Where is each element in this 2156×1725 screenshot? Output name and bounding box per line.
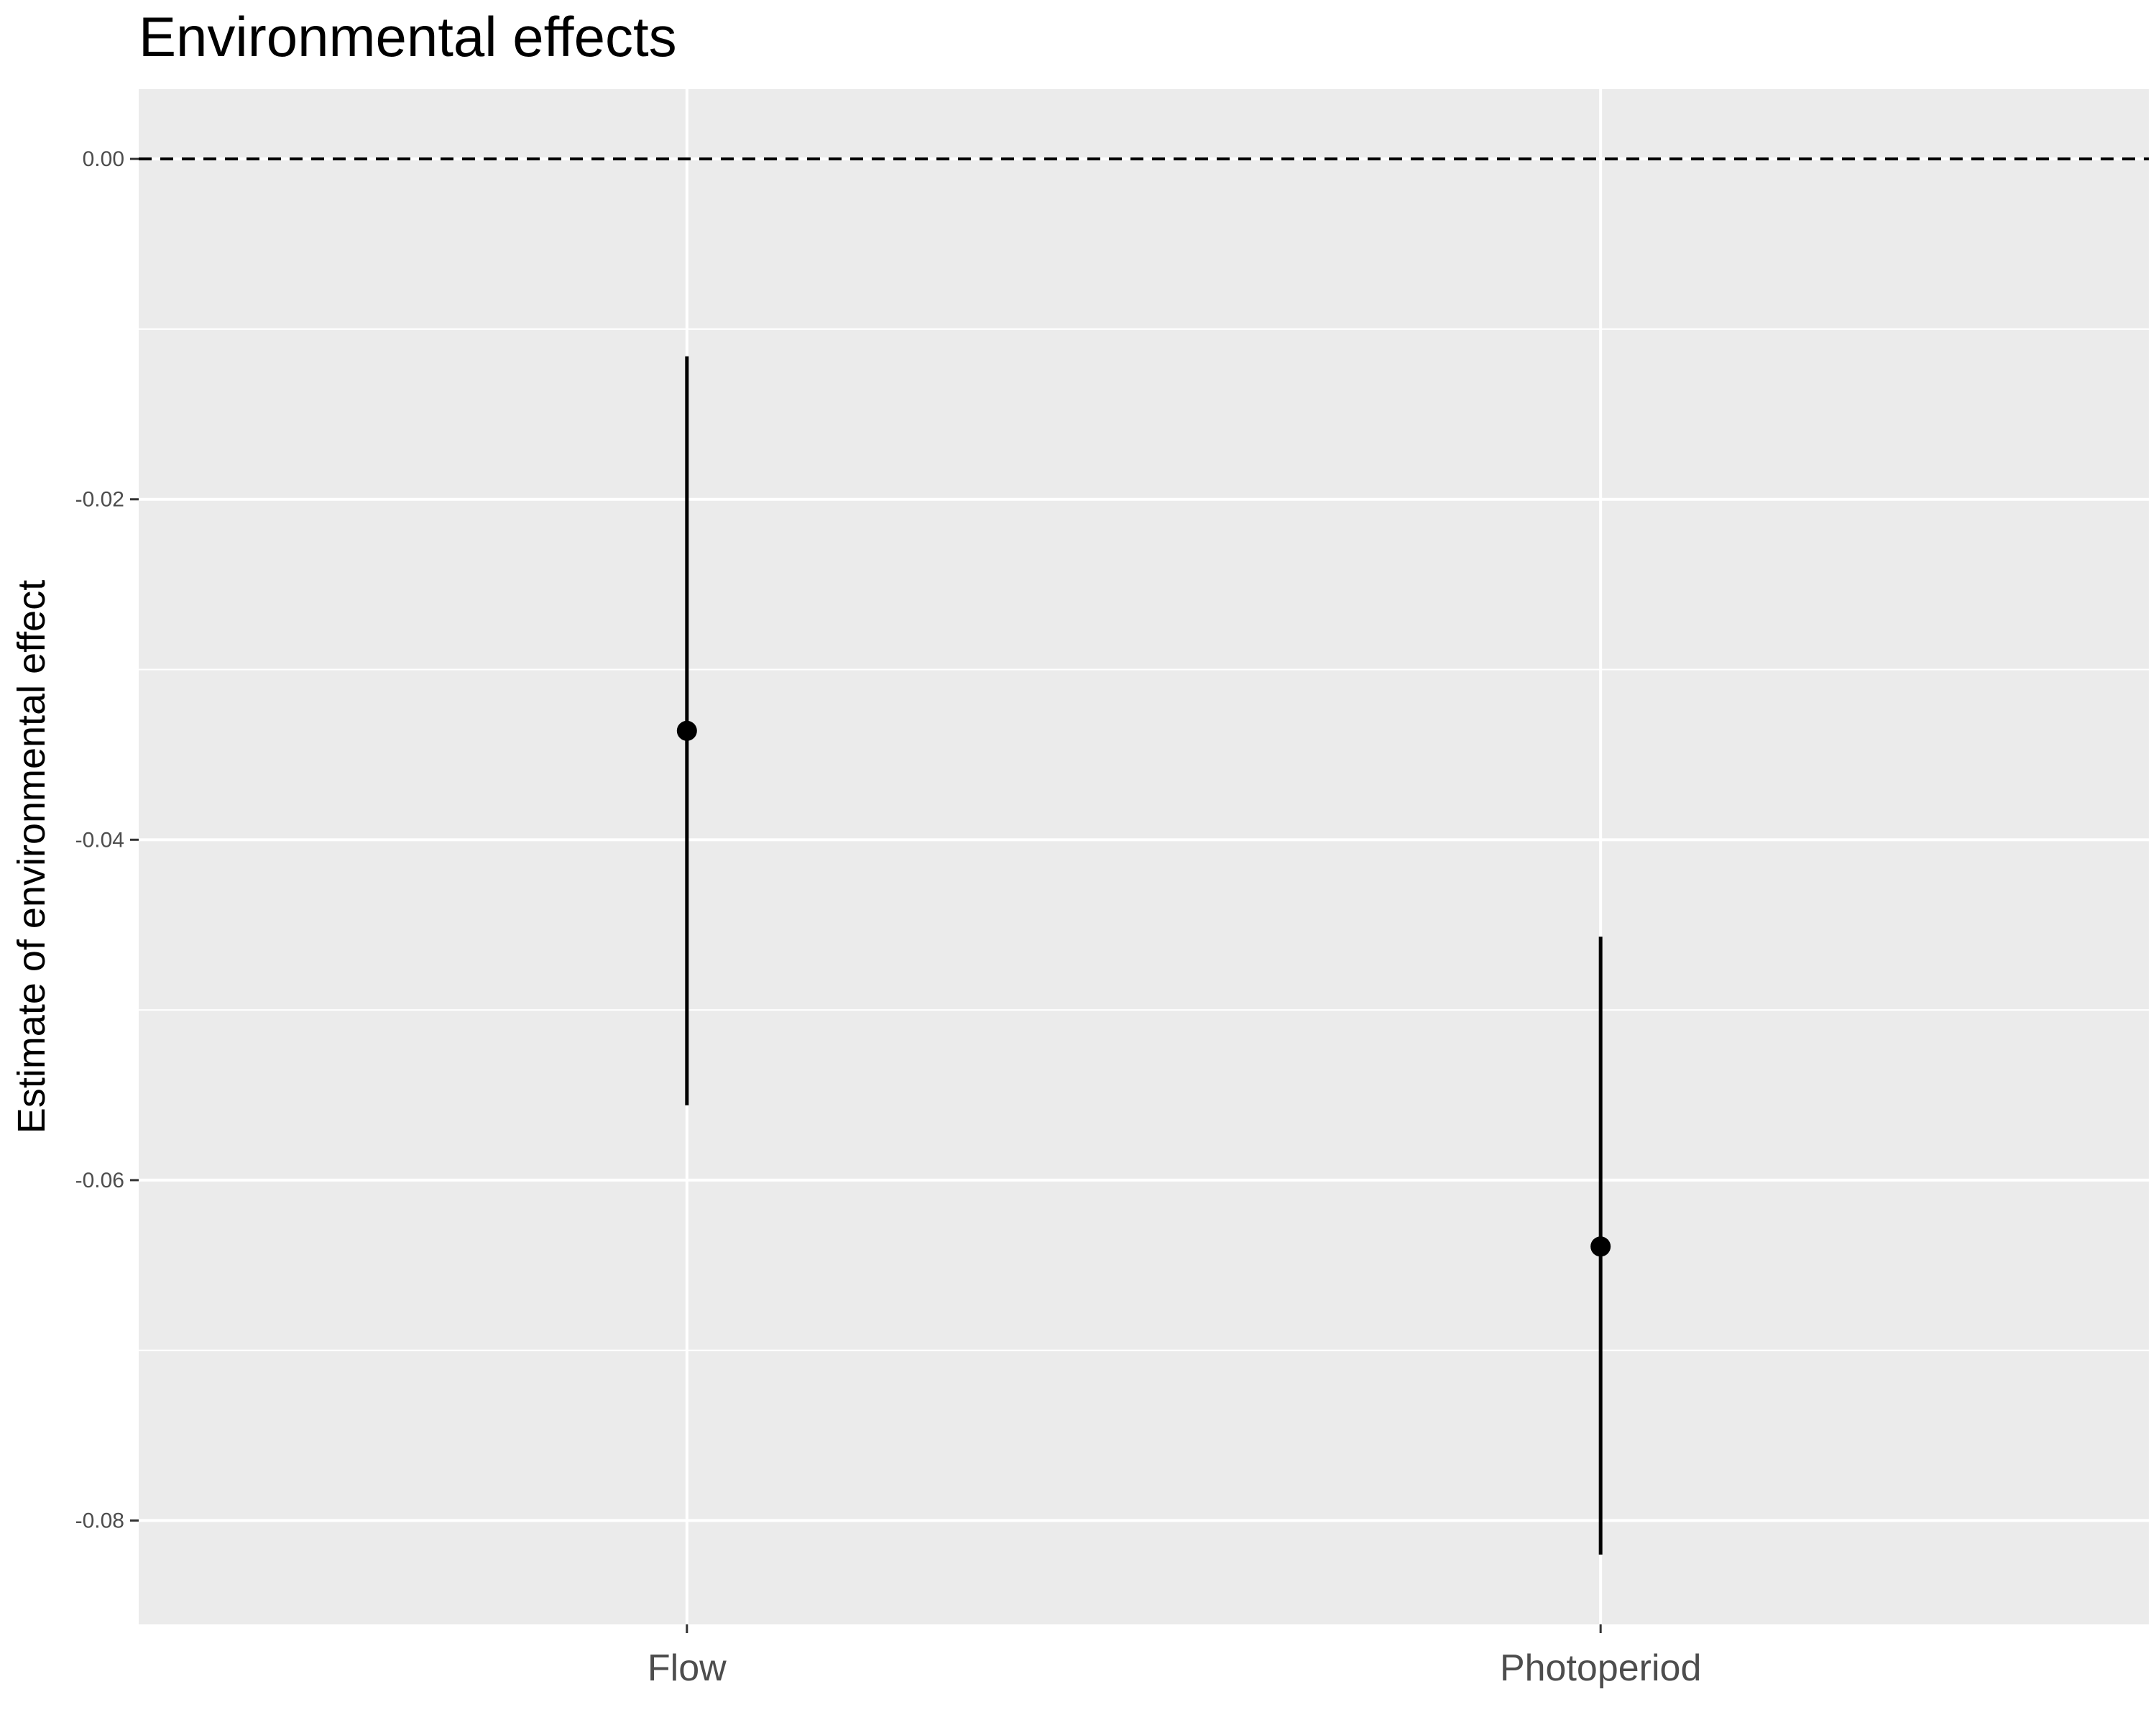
y-tick-label: -0.08	[75, 1509, 124, 1533]
chart-title: Environmental effects	[139, 5, 677, 68]
point-photoperiod	[1590, 1236, 1611, 1257]
x-tick-label: Photoperiod	[1500, 1647, 1701, 1689]
y-axis: 0.00 -0.02 -0.04 -0.06 -0.08	[75, 147, 139, 1533]
x-axis: Flow Photoperiod	[648, 1624, 1701, 1689]
y-tick-label: -0.04	[75, 828, 124, 852]
plot-panel	[139, 89, 2149, 1624]
y-axis-label: Estimate of environmental effect	[10, 580, 53, 1133]
x-tick-label: Flow	[648, 1647, 727, 1689]
y-tick-label: -0.06	[75, 1169, 124, 1192]
y-tick-label: 0.00	[83, 147, 124, 171]
y-tick-label: -0.02	[75, 488, 124, 512]
data-marks	[676, 356, 1611, 1555]
point-flow	[676, 720, 697, 741]
